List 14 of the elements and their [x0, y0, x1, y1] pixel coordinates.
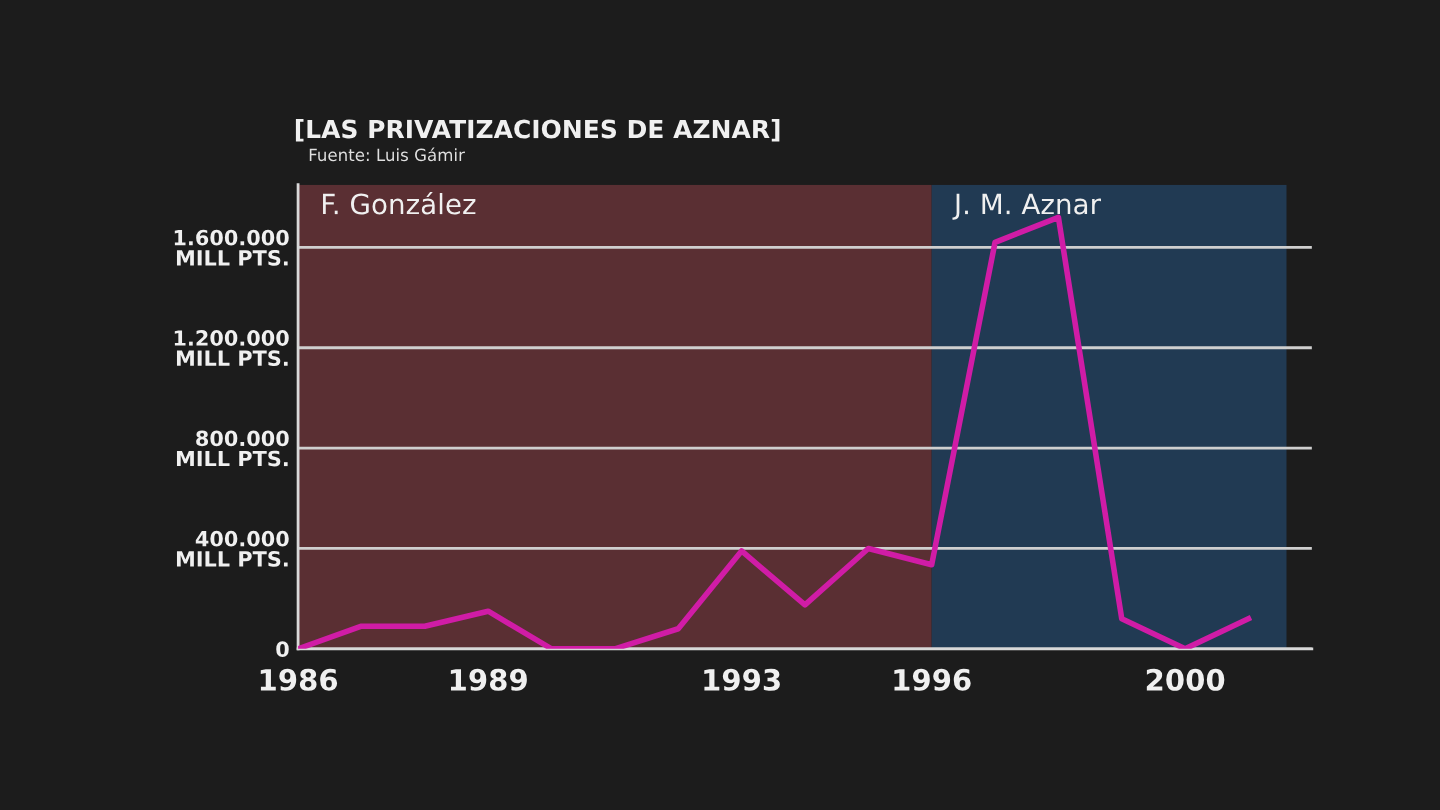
- x-tick-label: 2000: [1146, 668, 1225, 691]
- y-tick-label: 800.000 MILL PTS.: [176, 430, 289, 467]
- band-label: F. González: [323, 191, 476, 215]
- band-label: J. M. Aznar: [952, 193, 1102, 220]
- chart-title: [LAS PRIVATIZACIONES DE AZNAR]: [295, 119, 780, 142]
- y-tick-label: 1.600.000 MILL PTS.: [174, 229, 289, 266]
- source-note: Fuente: Luis Gámir: [309, 147, 465, 162]
- y-tick-label: 1.200.000 MILL PTS.: [174, 330, 289, 367]
- x-tick-label: 1989: [450, 668, 527, 691]
- y-tick-label: 400.000 MILL PTS.: [176, 530, 289, 567]
- x-tick-label: 1986: [260, 668, 338, 691]
- y-tick-label: 0: [276, 641, 289, 658]
- x-tick-label: 1996: [894, 668, 971, 691]
- x-tick-label: 1993: [704, 668, 780, 691]
